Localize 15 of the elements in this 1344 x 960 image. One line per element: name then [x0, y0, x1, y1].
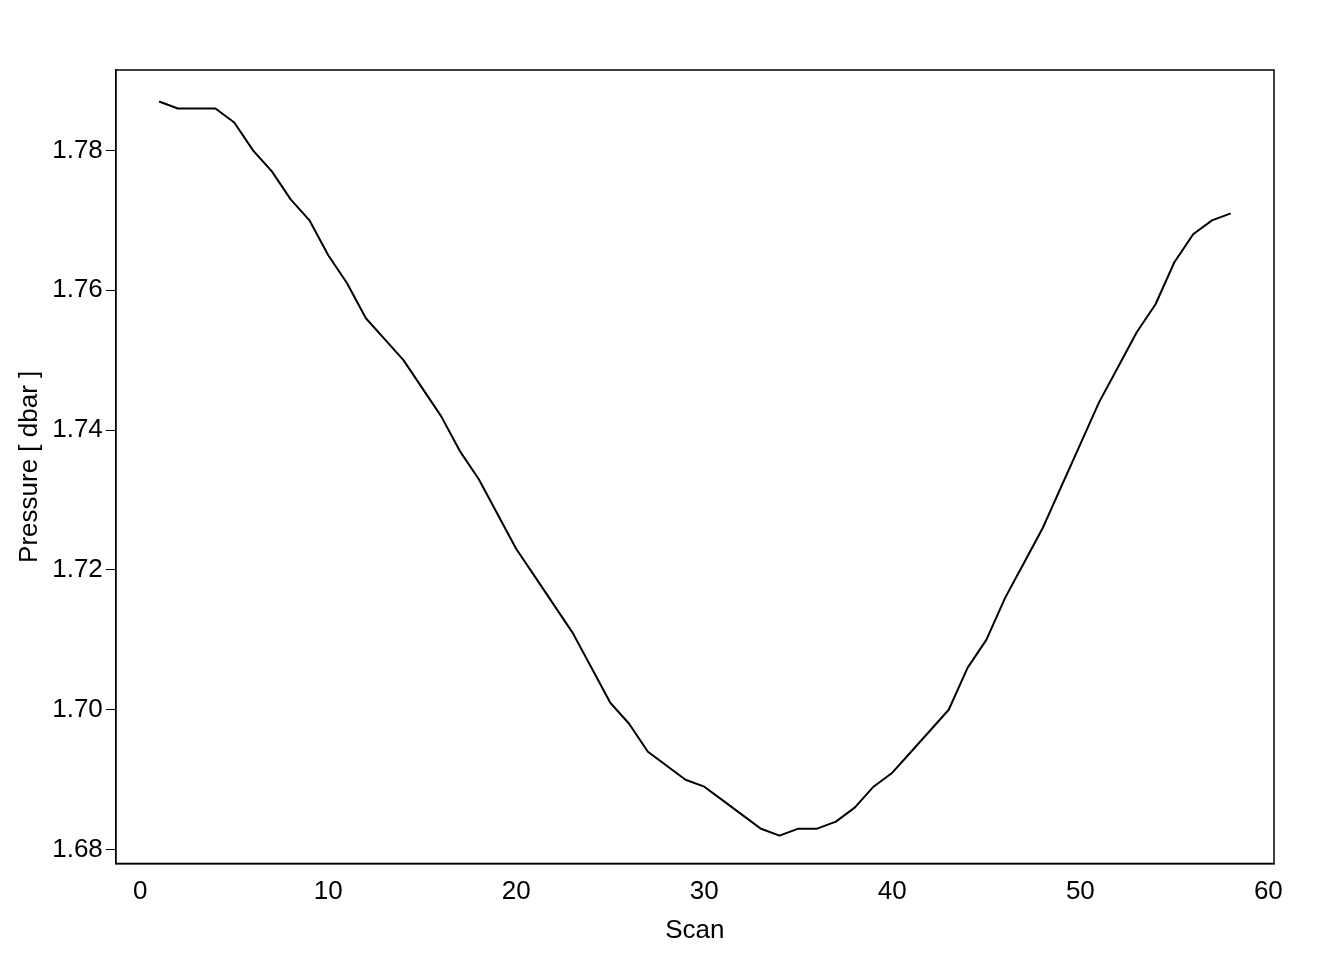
- x-axis-title: Scan: [665, 913, 725, 944]
- x-tick-label: 0: [133, 875, 148, 906]
- y-tick-label: 1.74: [52, 413, 103, 444]
- x-tick-label: 40: [877, 875, 907, 906]
- y-tick-label: 1.72: [52, 553, 103, 584]
- x-tick-label: 10: [313, 875, 343, 906]
- y-tick-label: 1.68: [52, 832, 103, 863]
- y-tick-label: 1.70: [52, 692, 103, 723]
- x-tick-label: 60: [1253, 875, 1283, 906]
- x-tick-label: 50: [1065, 875, 1095, 906]
- y-tick-label: 1.76: [52, 273, 103, 304]
- x-tick-label: 20: [501, 875, 531, 906]
- y-axis-title: Pressure [ dbar ]: [12, 370, 43, 563]
- x-tick-label: 30: [689, 875, 719, 906]
- y-tick-label: 1.78: [52, 133, 103, 164]
